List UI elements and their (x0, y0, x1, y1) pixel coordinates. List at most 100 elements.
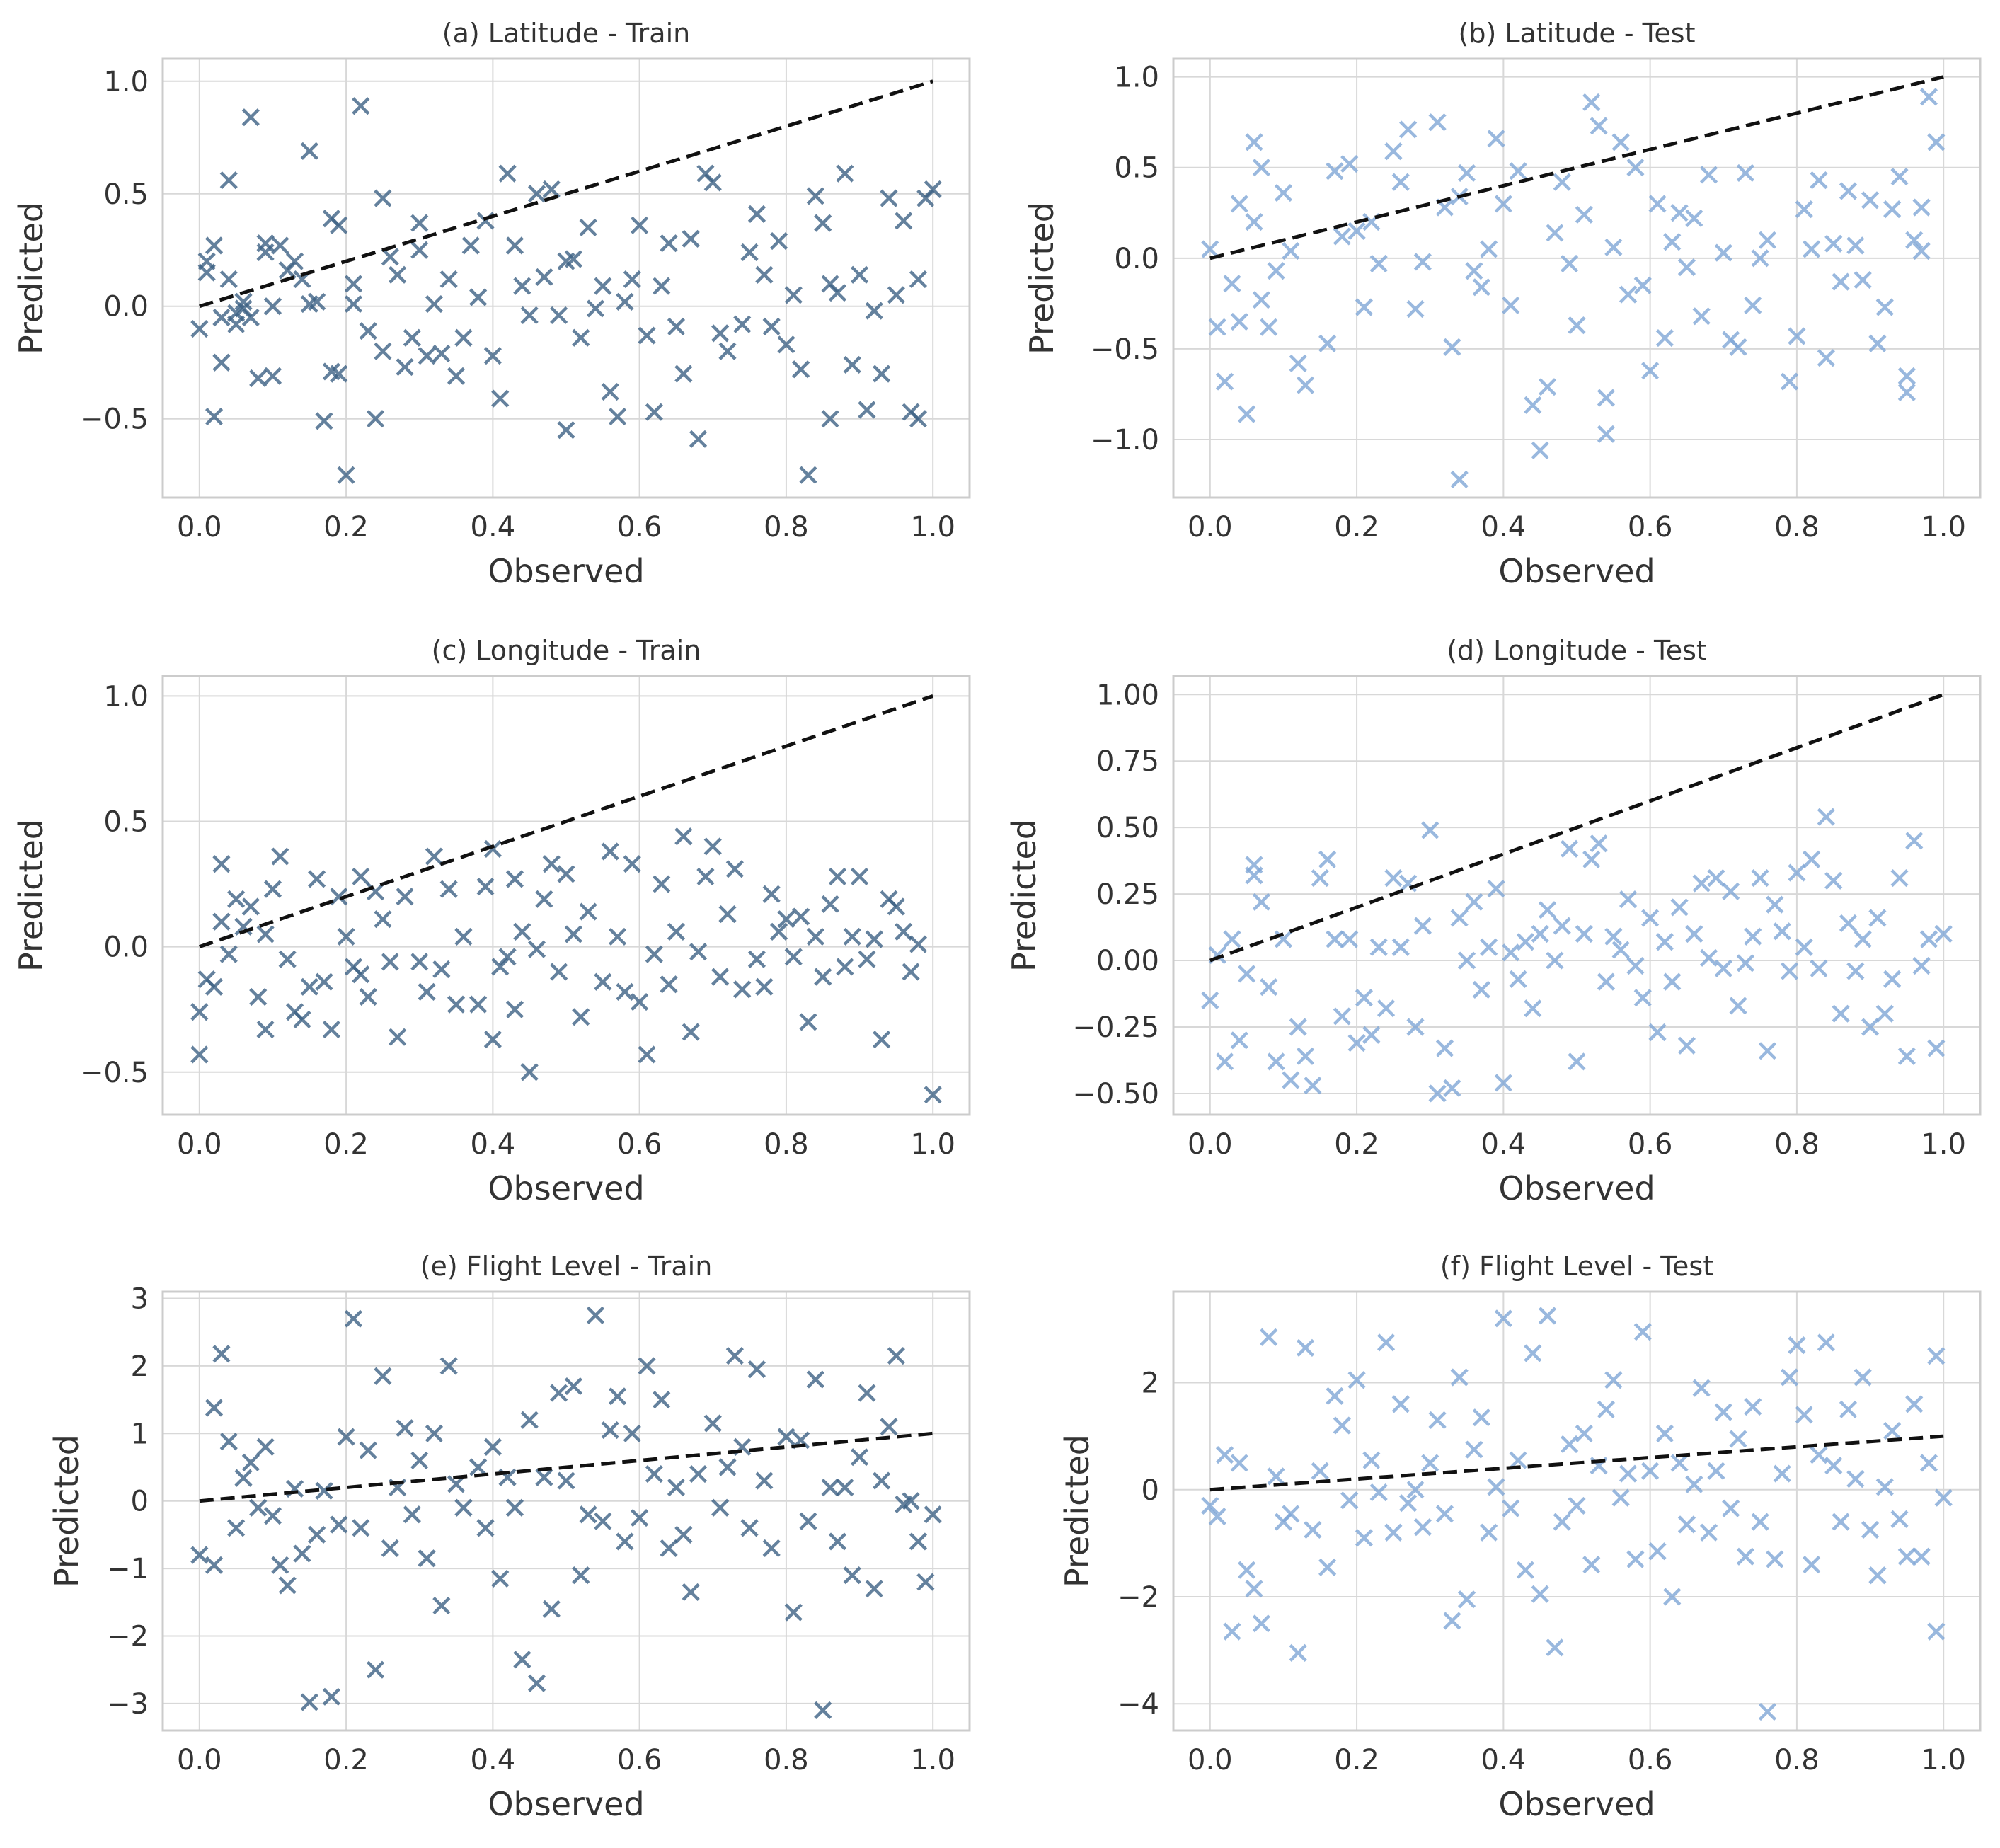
data-point (1897, 367, 1916, 385)
data-point (1803, 240, 1821, 258)
data-point (1340, 155, 1359, 173)
data-point (469, 1458, 488, 1476)
data-point (1362, 1451, 1381, 1469)
data-point (1604, 238, 1623, 257)
data-point (1326, 162, 1344, 180)
data-point (190, 1546, 209, 1564)
y-tick-label: 1.00 (1096, 679, 1159, 711)
data-point (718, 905, 737, 924)
data-point (1267, 262, 1285, 280)
data-point (689, 430, 708, 448)
data-point (1502, 1499, 1520, 1517)
data-point (1245, 212, 1263, 231)
data-point (1428, 1411, 1447, 1430)
data-point (1736, 1547, 1754, 1566)
data-point (1810, 1446, 1828, 1464)
data-point (227, 315, 246, 333)
data-point (850, 265, 869, 284)
data-point (1714, 1403, 1732, 1421)
data-point (1333, 227, 1351, 246)
y-tick-label: 0.5 (103, 178, 149, 211)
x-tick-label: 0.2 (323, 1744, 369, 1777)
data-point (359, 987, 377, 1006)
data-point (682, 1023, 700, 1041)
x-tick-label: 0.0 (177, 1128, 222, 1161)
data-point (1663, 972, 1682, 991)
data-point (227, 1519, 246, 1537)
points-b (1201, 88, 1946, 488)
x-tick-label: 0.4 (471, 1128, 516, 1161)
data-point (1875, 1478, 1894, 1496)
data-point (1399, 1494, 1418, 1513)
data-point (564, 250, 582, 268)
data-point (1883, 970, 1902, 988)
data-point (491, 389, 510, 408)
reference-line (199, 1431, 933, 1503)
data-point (1347, 1033, 1366, 1052)
data-point (308, 292, 326, 311)
plot-area (163, 1292, 970, 1731)
data-point (762, 317, 781, 335)
data-point (1897, 383, 1916, 401)
y-tick-label: −4 (1117, 1688, 1159, 1721)
data-point (638, 326, 656, 345)
data-point (1524, 396, 1542, 414)
data-point (733, 315, 752, 333)
data-point (1326, 1387, 1344, 1406)
data-point (1824, 1457, 1843, 1475)
x-tick-label: 1.0 (910, 1128, 955, 1161)
data-point (1561, 254, 1579, 273)
data-point (703, 837, 722, 856)
y-axis-label: Predicted (47, 1435, 86, 1588)
data-point (1927, 1347, 1946, 1365)
data-point (828, 1532, 847, 1551)
data-point (513, 277, 531, 295)
data-point (1406, 1481, 1425, 1499)
data-point (579, 902, 597, 921)
x-tick-label: 0.8 (764, 511, 809, 544)
data-point (1296, 1047, 1315, 1065)
data-point (315, 972, 333, 991)
data-point (1260, 1328, 1278, 1346)
data-point (1245, 1580, 1263, 1598)
y-tick-label: −3 (107, 1688, 149, 1721)
data-point (1472, 980, 1490, 999)
data-point (792, 360, 810, 379)
data-point (1282, 241, 1300, 260)
data-point (1875, 298, 1894, 316)
data-point (1326, 930, 1344, 948)
data-point (1927, 1622, 1946, 1641)
data-point (806, 927, 824, 946)
data-point (1333, 1416, 1351, 1435)
data-point (1223, 275, 1241, 293)
data-point (219, 1433, 238, 1451)
data-point (432, 344, 451, 363)
y-tick-label: 0.00 (1096, 945, 1159, 977)
plot-frame (1172, 1290, 1982, 1732)
panel-title: (a) Latitude - Train (442, 18, 690, 49)
data-point (410, 953, 429, 971)
data-point (219, 945, 238, 963)
data-point (278, 1576, 297, 1595)
data-point (1421, 1454, 1439, 1472)
data-point (814, 968, 832, 986)
x-tick-label: 0.6 (1628, 511, 1673, 544)
data-point (784, 948, 803, 966)
data-point (1619, 890, 1638, 909)
data-point (1810, 959, 1828, 977)
data-point (1868, 909, 1887, 927)
data-point (1641, 362, 1660, 380)
data-point (322, 1687, 340, 1706)
data-point (667, 1479, 686, 1497)
data-point (653, 1391, 671, 1409)
reference-line (1209, 75, 1944, 260)
data-point (234, 292, 253, 311)
plot-frame (161, 57, 971, 499)
data-point (703, 173, 722, 192)
data-point (747, 205, 766, 223)
data-point (1641, 909, 1660, 927)
data-point (1428, 113, 1447, 132)
data-point (381, 1539, 399, 1558)
data-point (1480, 938, 1498, 956)
data-point (1252, 1614, 1270, 1633)
